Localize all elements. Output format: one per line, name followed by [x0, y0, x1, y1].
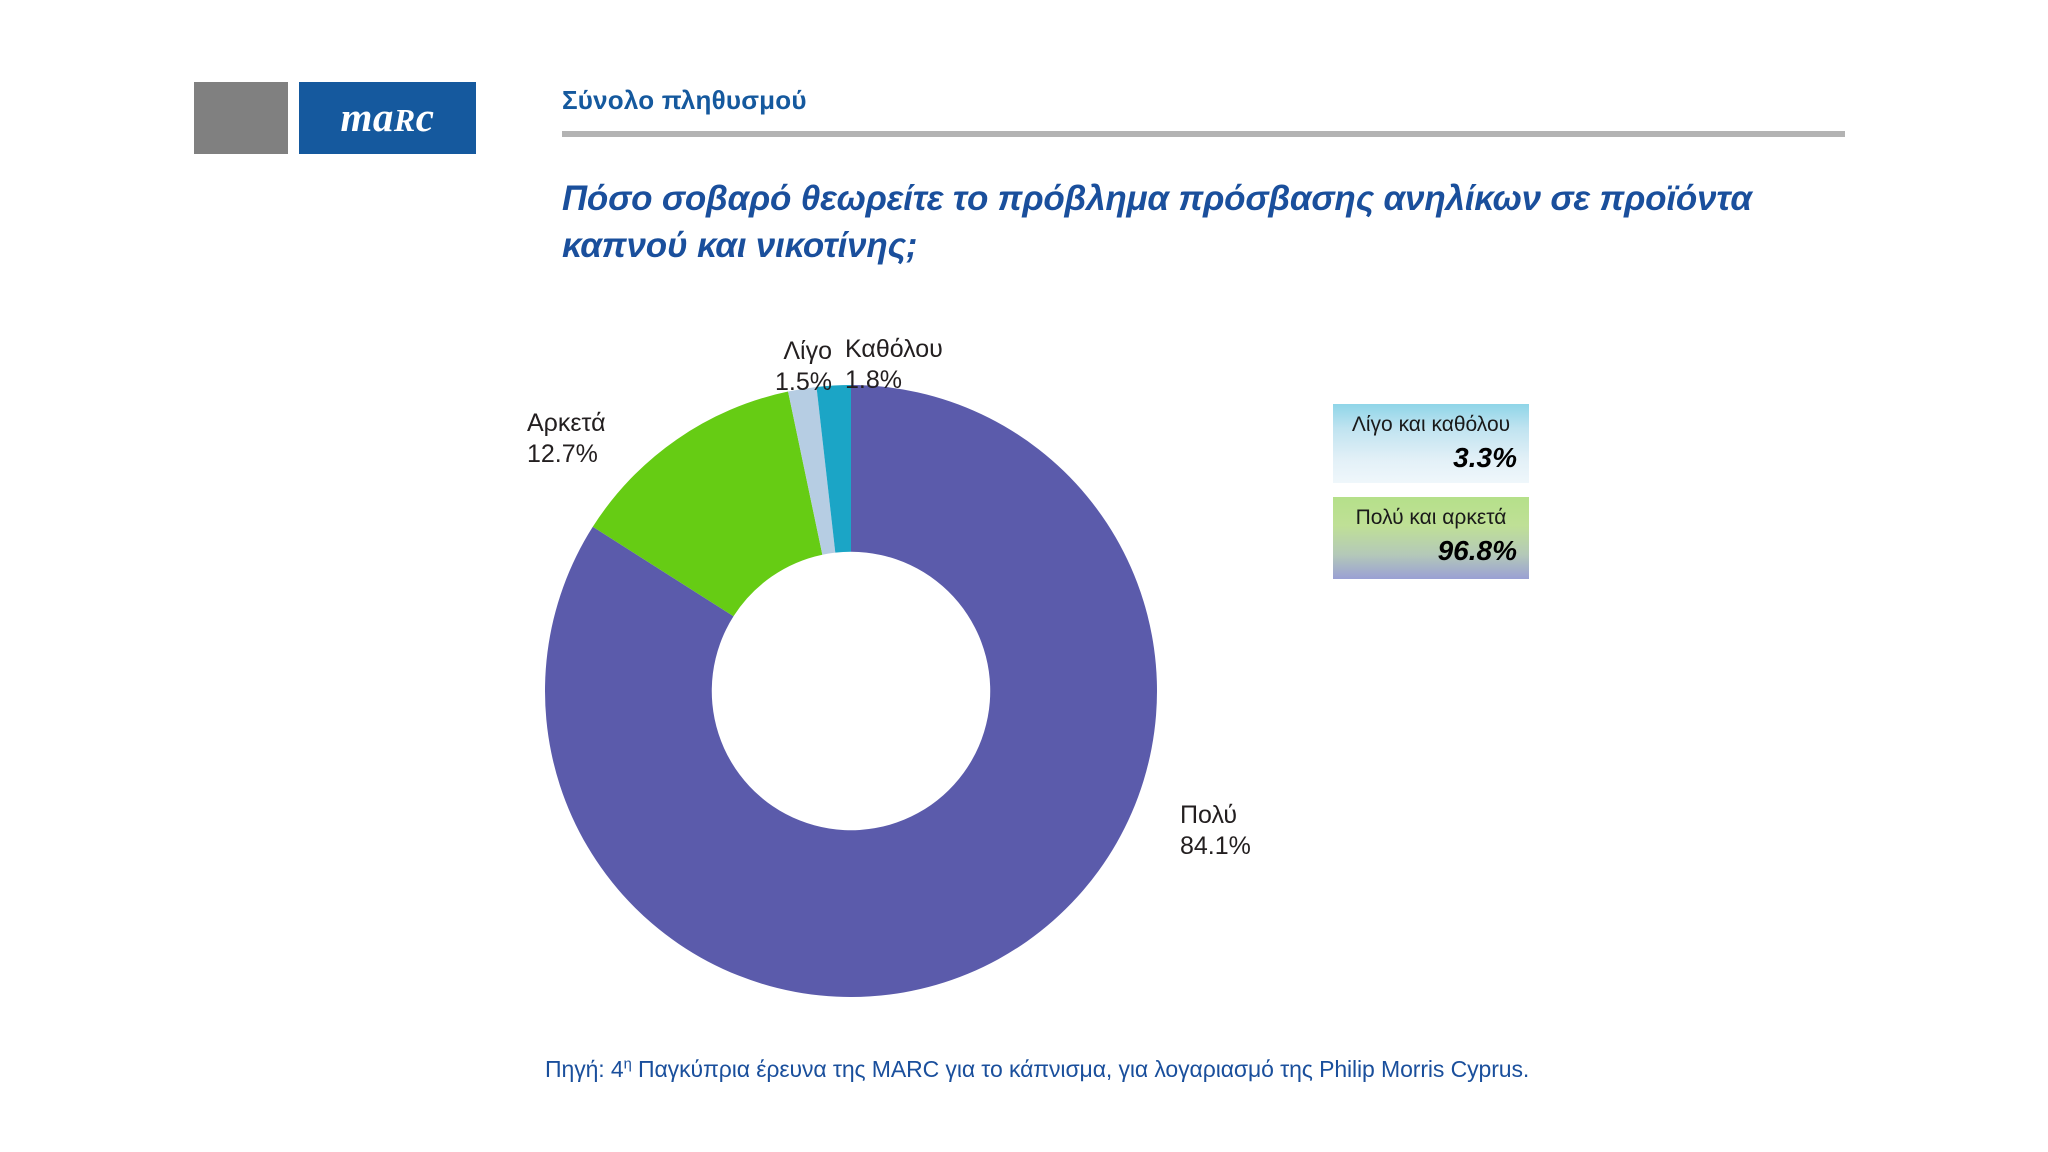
header-divider: [562, 131, 1845, 137]
logo-blue-box: marc: [299, 82, 476, 154]
logo-wordmark-smallcap: r: [393, 101, 416, 138]
callout-arketa: Αρκετά 12.7%: [527, 408, 606, 470]
source-note-ordinal: η: [623, 1056, 632, 1073]
summary-box-high: Πολύ και αρκετά 96.8%: [1333, 497, 1529, 579]
callout-katholou: Καθόλου 1.8%: [845, 334, 943, 396]
callout-arketa-label: Αρκετά: [527, 409, 606, 437]
source-note: Πηγή: 4η Παγκύπρια έρευνα της MARC για τ…: [545, 1056, 1529, 1083]
logo-spacer: [288, 82, 299, 154]
subgroup-label: Σύνολο πληθυσμού: [562, 85, 807, 115]
brand-logo: marc: [194, 82, 476, 154]
summary-high-value: 96.8%: [1437, 535, 1517, 567]
logo-wordmark: marc: [340, 93, 435, 140]
summary-box-low: Λίγο και καθόλου 3.3%: [1333, 404, 1529, 483]
callout-poly-value: 84.1%: [1180, 832, 1251, 860]
callout-katholou-label: Καθόλου: [845, 335, 943, 363]
logo-wordmark-lead: ma: [340, 93, 394, 140]
callout-ligo-value: 1.5%: [775, 368, 832, 396]
callout-poly: Πολύ 84.1%: [1180, 800, 1251, 862]
callout-ligo: Λίγο 1.5%: [692, 336, 832, 398]
donut-slice-Αρκετά: [592, 391, 823, 617]
callout-poly-label: Πολύ: [1180, 801, 1238, 829]
donut-slice-Καθόλου: [816, 385, 851, 553]
logo-gray-square: [194, 82, 288, 154]
donut-slice-Λίγο: [788, 386, 836, 555]
source-note-rest: Παγκύπρια έρευνα της MARC για το κάπνισμ…: [631, 1056, 1530, 1082]
donut-chart: [545, 385, 1157, 997]
callout-ligo-label: Λίγο: [783, 337, 832, 365]
callout-arketa-value: 12.7%: [527, 440, 598, 468]
donut-slice-Πολύ: [545, 385, 1157, 997]
summary-high-label: Πολύ και αρκετά: [1355, 506, 1507, 529]
summary-low-label: Λίγο και καθόλου: [1351, 413, 1511, 436]
page-title: Πόσο σοβαρό θεωρείτε το πρόβλημα πρόσβασ…: [562, 179, 1752, 265]
logo-wordmark-tail: c: [415, 93, 435, 140]
callout-katholou-value: 1.8%: [845, 366, 902, 394]
summary-low-value: 3.3%: [1453, 442, 1517, 474]
source-note-prefix: Πηγή: 4: [545, 1056, 624, 1082]
donut-slices: [545, 385, 1157, 997]
